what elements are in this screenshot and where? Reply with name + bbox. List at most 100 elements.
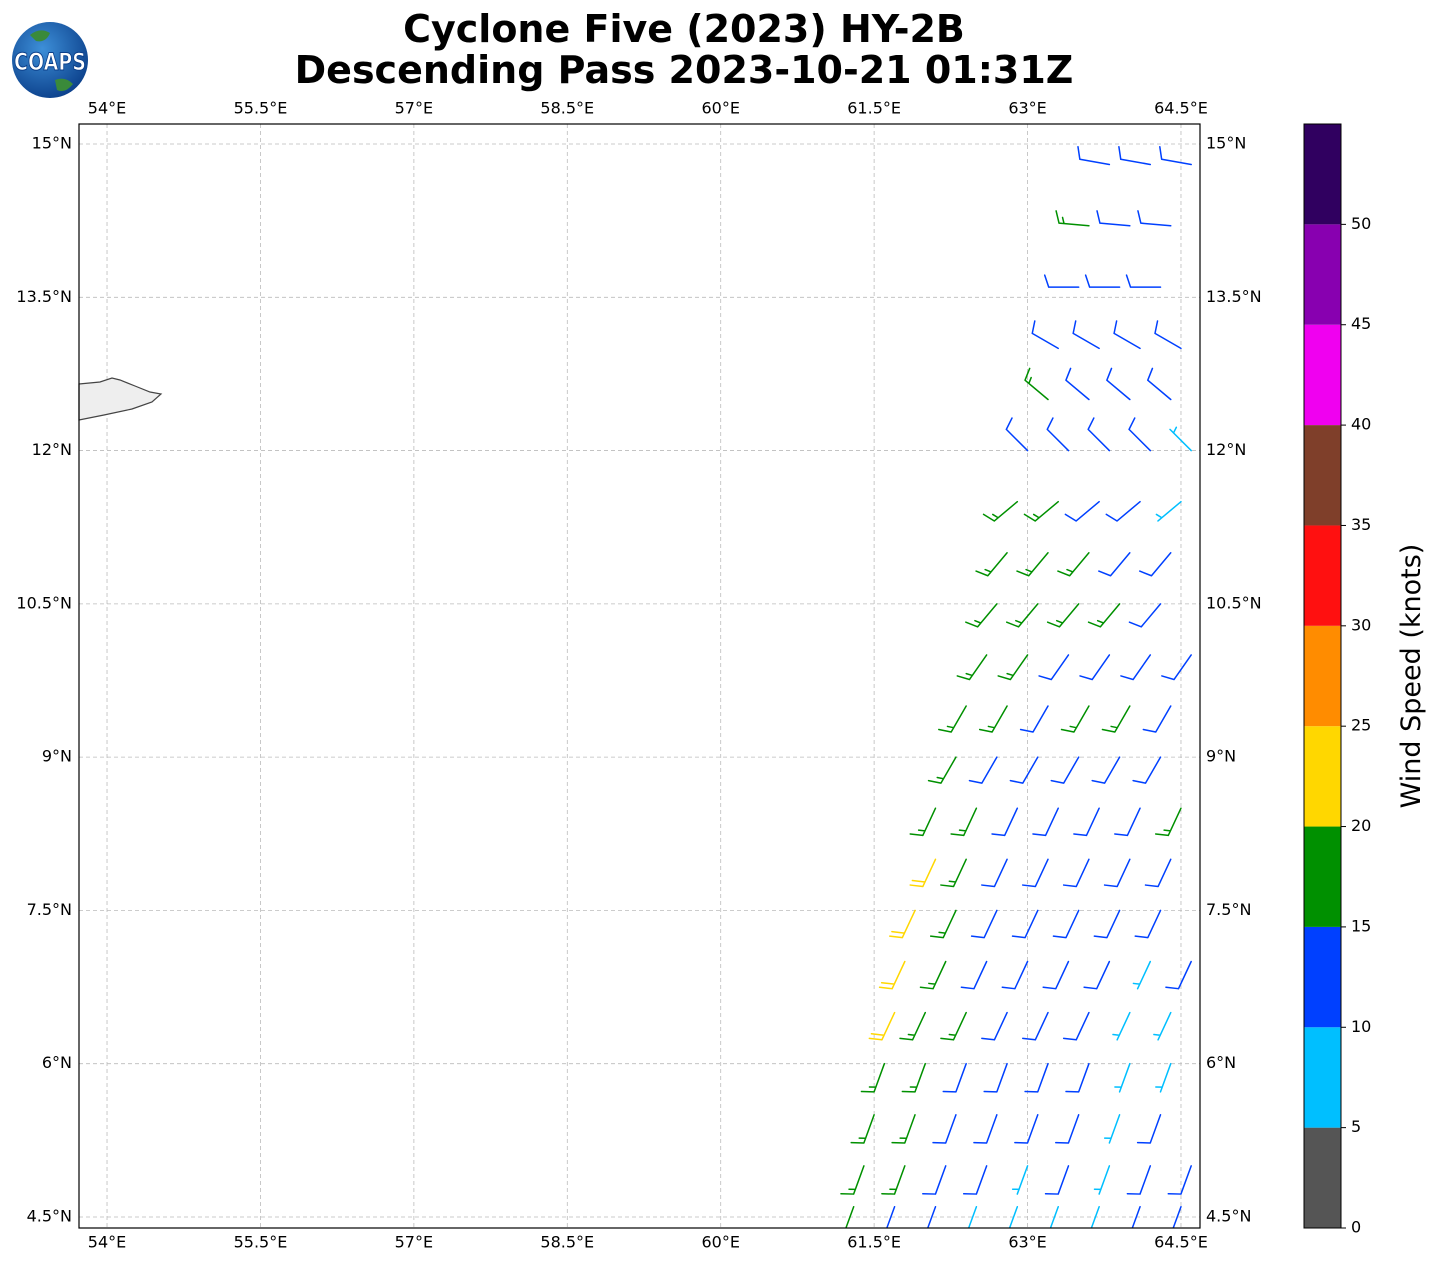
wind-barb: [1062, 1011, 1090, 1041]
wind-barb: [1046, 603, 1080, 628]
wind-barb: [1046, 417, 1070, 452]
wind-barb: [1073, 807, 1100, 837]
wind-barb: [968, 756, 998, 784]
x-tick-label: 58.5°E: [540, 1233, 594, 1252]
wind-barb: [1126, 1165, 1152, 1195]
wind-barb: [942, 1062, 967, 1093]
colorbar-segment: [1304, 726, 1341, 827]
wind-barb: [1016, 552, 1049, 577]
wind-barb: [1008, 1206, 1019, 1228]
wind-barb: [1044, 1165, 1070, 1195]
wind-barb: [1087, 417, 1111, 452]
x-tick-label: 60°E: [701, 1233, 739, 1252]
x-tick-label: 60°E: [701, 99, 739, 118]
wind-barb: [965, 603, 998, 628]
wind-barb: [1154, 807, 1182, 837]
colorbar-tick-label: 15: [1351, 916, 1371, 935]
wind-barb: [950, 807, 978, 837]
wind-barb: [878, 960, 906, 990]
wind-barb: [927, 756, 957, 784]
wind-barb: [1125, 274, 1162, 288]
wind-barb: [860, 1062, 886, 1093]
x-tick-label: 58.5°E: [540, 99, 594, 118]
colorbar-segment: [1304, 525, 1341, 626]
wind-barb: [1055, 1114, 1080, 1144]
wind-barb: [1011, 909, 1039, 939]
wind-barb: [845, 1206, 855, 1228]
wind-barb: [962, 1165, 988, 1195]
axes: 54°E 54°E 55.5°E 55.5°E 57°E 57°E 58.5°E 58.5°E…: [16, 99, 1261, 1252]
x-tick-label: 61.5°E: [847, 1233, 901, 1252]
wind-barb: [891, 1114, 916, 1144]
wind-barb: [868, 1011, 896, 1041]
wind-barb: [1009, 756, 1039, 784]
colorbar-tick-label: 45: [1351, 314, 1371, 333]
wind-barb: [1055, 210, 1090, 227]
x-tick-label: 63°E: [1008, 1233, 1046, 1252]
colorbar-tick-label: 20: [1351, 816, 1371, 835]
colorbar-frame: [1303, 123, 1342, 1229]
wind-barb: [1106, 367, 1131, 401]
wind-barb: [1167, 1165, 1192, 1195]
wind-barb: [1131, 1206, 1141, 1228]
wind-barb: [932, 1114, 957, 1144]
wind-barb: [919, 960, 947, 990]
colorbar-segment: [1304, 1127, 1341, 1228]
wind-barb: [940, 858, 967, 888]
wind-barb: [970, 909, 998, 939]
colorbar-segment: [1304, 826, 1341, 927]
wind-barb: [1011, 1165, 1029, 1195]
wind-barb: [1091, 756, 1121, 784]
wind-barb: [1042, 960, 1070, 990]
wind-barb: [1022, 858, 1049, 888]
colorbar-segment: [1304, 625, 1341, 727]
wind-barb: [1114, 1062, 1131, 1093]
wind-barb: [1065, 1062, 1090, 1093]
y-tick-label: 7.5°N: [27, 900, 72, 919]
chart-subtitle: Descending Pass 2023-10-21 01:31Z: [295, 48, 1074, 92]
wind-barb: [1169, 426, 1192, 452]
colorbar-tick-label: 0: [1351, 1218, 1361, 1237]
x-tick-label: 54°E: [88, 99, 126, 118]
y-tick-label: 15°N: [32, 134, 72, 153]
plot-frame: [78, 123, 1201, 1229]
wind-barb: [1060, 705, 1090, 733]
y-tick-label: 6°N: [1206, 1053, 1236, 1072]
colorbar-tick-label: 10: [1351, 1017, 1371, 1036]
wind-barb: [973, 1114, 998, 1144]
wind-barb: [1113, 320, 1141, 350]
y-tick-label: 7.5°N: [1206, 900, 1251, 919]
barbs: [840, 145, 1192, 1228]
x-tick-label: 57°E: [395, 99, 433, 118]
x-tick-label: 55.5°E: [234, 99, 288, 118]
wind-barb: [1072, 320, 1100, 350]
wind-barb: [901, 1062, 927, 1093]
wind-barb: [1043, 274, 1080, 288]
wind-barb: [1014, 1114, 1039, 1144]
x-tick-label: 64.5°E: [1154, 99, 1208, 118]
y-tick-label: 4.5°N: [27, 1206, 72, 1225]
wind-barb: [967, 1206, 978, 1228]
x-tick-label: 55.5°E: [234, 1233, 288, 1252]
wind-barb: [1083, 960, 1111, 990]
wind-barb: [1096, 210, 1131, 227]
wind-barb: [1155, 500, 1182, 522]
wind-barb: [1024, 367, 1049, 401]
wind-barb: [982, 500, 1019, 522]
x-tick-label: 61.5°E: [847, 99, 901, 118]
wind-barb: [1019, 705, 1049, 733]
wind-barb: [1134, 909, 1162, 939]
wind-barb: [1142, 705, 1172, 733]
wind-barb: [1049, 1206, 1059, 1228]
wind-barb: [1137, 210, 1172, 227]
wind-barb: [997, 654, 1029, 681]
wind-barb: [1103, 858, 1131, 888]
colorbar-segment: [1304, 124, 1341, 225]
island: [78, 377, 163, 421]
wind-barb: [1038, 654, 1070, 681]
colorbar-tick-label: 50: [1351, 214, 1371, 233]
wind-barb: [1136, 1114, 1162, 1144]
wind-barb: [1023, 500, 1059, 522]
wind-barb: [886, 1206, 896, 1228]
wind-barb: [1128, 417, 1152, 452]
